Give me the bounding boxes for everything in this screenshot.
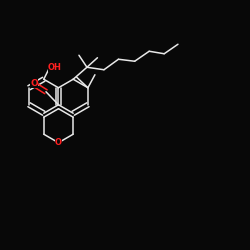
Text: O: O	[30, 78, 38, 88]
Text: OH: OH	[48, 63, 62, 72]
Text: O: O	[55, 138, 62, 147]
